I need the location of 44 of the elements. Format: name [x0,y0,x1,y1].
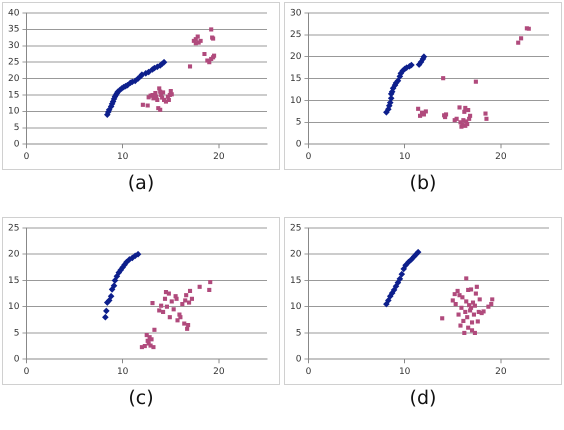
x-tick-label: 0 [306,366,312,377]
text: (c) [127,387,155,409]
y-tick-label: 40 [8,8,20,18]
y-tick-label: 15 [290,276,302,286]
y-tick-label: 10 [290,302,302,312]
y-tick-label: 30 [290,8,302,18]
y-tick-label: 10 [8,302,20,312]
y-tick-label: 10 [8,106,20,117]
y-tick-label: 20 [290,250,302,260]
x-tick-label: 20 [495,152,507,162]
y-tick-label: 20 [8,250,20,260]
y-tick-label: 25 [290,30,302,40]
x-tick-label: 0 [306,152,312,162]
x-tick-label: 0 [24,152,30,162]
y-tick-label: 5 [296,118,302,128]
y-tick-label: 15 [8,276,20,286]
y-tick-label: 5 [14,328,20,338]
text: (d) [408,387,438,409]
y-tick-label: 20 [290,52,302,62]
text: (a) [126,172,156,194]
y-tick-label: 0 [296,140,302,150]
y-tick-label: 30 [8,41,20,52]
x-tick-label: 10 [398,152,411,162]
x-tick-label: 0 [24,366,30,377]
y-tick-label: 0 [14,354,20,365]
y-tick-label: 15 [8,90,20,100]
x-tick-label: 10 [116,152,129,162]
text: (b) [408,172,438,194]
y-tick-label: 10 [290,96,302,106]
x-tick-label: 20 [213,152,225,162]
x-tick-label: 20 [213,366,225,377]
x-tick-label: 10 [398,366,411,377]
y-tick-label: 35 [8,24,20,35]
x-tick-label: 20 [495,366,507,377]
y-tick-label: 5 [14,123,20,134]
y-tick-label: 25 [290,223,302,234]
y-tick-label: 20 [8,74,20,84]
x-tick-label: 10 [116,366,129,377]
y-tick-label: 25 [8,223,20,234]
y-tick-label: 0 [296,354,302,365]
y-tick-label: 0 [14,140,20,150]
y-tick-label: 5 [296,328,302,338]
y-tick-label: 25 [8,58,20,68]
y-tick-label: 15 [290,74,302,84]
